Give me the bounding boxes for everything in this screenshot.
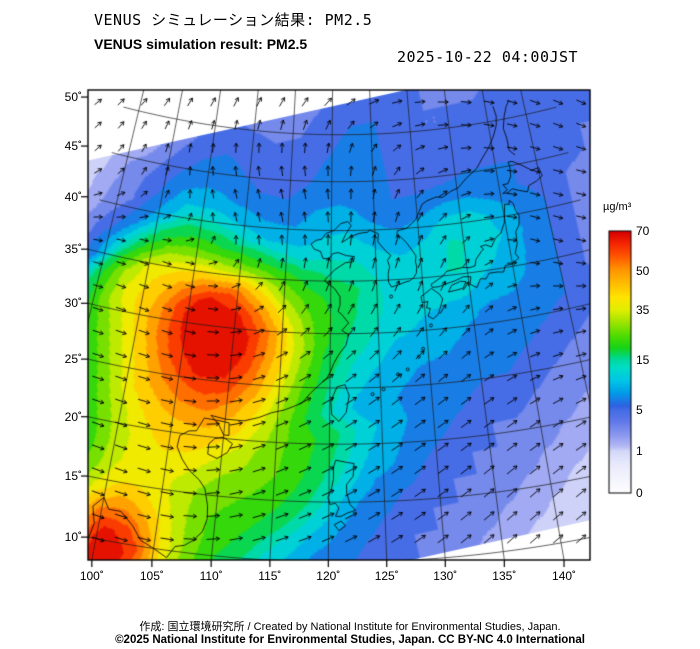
lon-tick-label: 140˚ (552, 569, 577, 583)
page-title-english: VENUS simulation result: PM2.5 (94, 36, 308, 52)
lon-tick-label: 135˚ (492, 569, 517, 583)
page-title-japanese: VENUS シミュレーション結果: PM2.5 (94, 11, 373, 29)
lon-tick-label: 110˚ (199, 569, 223, 583)
lon-tick-label: 130˚ (433, 569, 458, 583)
lat-tick-label: 40˚ (64, 189, 82, 204)
footer-copyright: ©2025 National Institute for Environment… (115, 634, 585, 646)
lat-tick-label: 30˚ (64, 296, 82, 311)
colorbar-tick-label: 50 (636, 264, 650, 279)
timestamp-label: 2025-10-22 04:00JST (397, 48, 579, 66)
lon-tick-label: 120˚ (316, 569, 341, 583)
lat-tick-label: 20˚ (64, 409, 82, 424)
lon-tick-label: 115˚ (258, 569, 282, 583)
lat-tick-label: 35˚ (64, 242, 82, 257)
colorbar-tick-label: 70 (636, 224, 650, 238)
colorbar-unit-label: µg/m³ (603, 201, 632, 213)
lat-tick-label: 15˚ (64, 469, 82, 484)
footer-credit: 作成: 国立環境研究所 / Created by National Instit… (139, 621, 561, 633)
colorbar-tick-label: 5 (636, 403, 643, 418)
lat-tick-label: 50˚ (64, 90, 82, 105)
lon-tick-label: 105˚ (139, 569, 164, 583)
colorbar-tick-label: 1 (636, 444, 643, 459)
lat-tick-label: 45˚ (64, 139, 82, 154)
lon-tick-label: 100˚ (79, 569, 104, 583)
lat-tick-label: 25˚ (64, 352, 82, 367)
colorbar-tick-label: 35 (636, 302, 650, 317)
colorbar-tick-label: 15 (636, 352, 650, 367)
lon-tick-label: 125˚ (374, 569, 399, 583)
lat-tick-label: 10˚ (64, 530, 82, 545)
colorbar-tick-label: 0 (636, 486, 643, 500)
